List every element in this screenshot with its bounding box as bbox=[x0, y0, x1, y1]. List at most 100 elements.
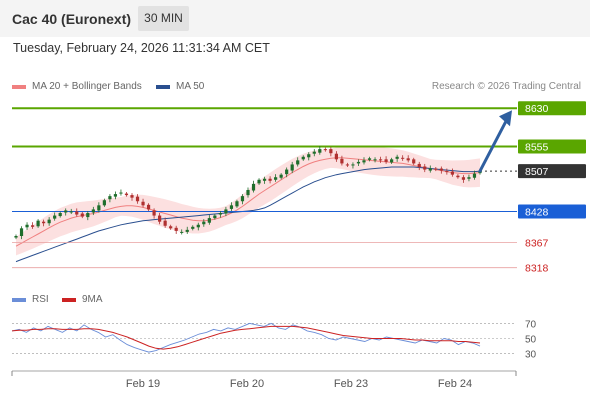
candle-body bbox=[240, 196, 245, 202]
level-box-8630 bbox=[518, 101, 586, 116]
level-box-8507 bbox=[518, 164, 586, 179]
candle-body bbox=[406, 158, 410, 161]
candle-body bbox=[135, 196, 140, 202]
candle-body bbox=[329, 149, 333, 154]
instrument-title: Cac 40 (Euronext) bbox=[12, 11, 132, 27]
candle-body bbox=[434, 168, 438, 170]
candle-body bbox=[373, 159, 377, 161]
candle-body bbox=[113, 194, 118, 197]
candle-body bbox=[290, 164, 294, 171]
candle-body bbox=[296, 160, 300, 165]
level-label-8428: 8428 bbox=[525, 206, 549, 218]
candle-body bbox=[58, 213, 62, 217]
candle-body bbox=[312, 151, 316, 154]
x-tick-label: Feb 23 bbox=[334, 378, 368, 390]
level-label-8507: 8507 bbox=[525, 166, 549, 178]
candle-body bbox=[180, 231, 184, 233]
candle-body bbox=[251, 183, 256, 191]
candle-body bbox=[401, 157, 405, 159]
rsi-swatch bbox=[12, 297, 26, 302]
rsi-legend-label: RSI bbox=[32, 294, 49, 305]
candle-body bbox=[334, 153, 338, 160]
candle-body bbox=[141, 201, 145, 206]
timeframe-button[interactable]: 30 MIN bbox=[138, 6, 189, 31]
rsi-tick-50: 50 bbox=[525, 335, 537, 346]
rsi-panel: 70 50 30 bbox=[11, 319, 537, 361]
candle-body bbox=[25, 224, 29, 228]
candle-body bbox=[467, 177, 471, 179]
candle-body bbox=[185, 229, 189, 232]
rsi-tick-70: 70 bbox=[525, 319, 537, 330]
candle-body bbox=[202, 221, 206, 225]
candle-body bbox=[428, 168, 432, 171]
candle-body bbox=[196, 224, 200, 228]
candle-body bbox=[351, 164, 355, 166]
candle-body bbox=[285, 169, 289, 175]
candle-body bbox=[417, 163, 421, 167]
candle-body bbox=[75, 211, 79, 215]
candle-body bbox=[158, 215, 162, 222]
candle-body bbox=[268, 178, 272, 181]
forecast-arrow-shaft bbox=[478, 117, 509, 173]
candle-body bbox=[472, 173, 477, 178]
chart-datetime: Tuesday, February 24, 2026 11:31:34 AM C… bbox=[13, 41, 270, 55]
candle-body bbox=[340, 158, 344, 164]
candle-body bbox=[318, 149, 322, 153]
candle-body bbox=[30, 225, 35, 227]
candle-body bbox=[207, 218, 211, 223]
ma50-legend-label: MA 50 bbox=[176, 81, 205, 92]
forecast-arrow-layer bbox=[478, 110, 512, 173]
candle-body bbox=[124, 193, 129, 196]
candle-body bbox=[146, 204, 151, 210]
level-label-8367: 8367 bbox=[525, 238, 549, 250]
candle-body bbox=[356, 161, 361, 164]
rsi-legend: RSI bbox=[12, 294, 49, 305]
candle-body bbox=[36, 220, 40, 227]
candle-body bbox=[42, 221, 46, 224]
candle-body bbox=[69, 211, 73, 213]
candle-body bbox=[450, 171, 454, 175]
candle-body bbox=[456, 175, 460, 178]
candle-body bbox=[14, 236, 18, 238]
chart-header: Cac 40 (Euronext) 30 MIN bbox=[0, 0, 590, 37]
time-axis: Feb 19 Feb 20 Feb 23 Feb 24 bbox=[11, 370, 517, 390]
rsi-line bbox=[11, 322, 481, 353]
candle-body bbox=[257, 179, 261, 184]
ma50-swatch bbox=[156, 84, 170, 89]
candle-body bbox=[174, 227, 178, 231]
candle-body bbox=[229, 205, 234, 209]
candle-body bbox=[345, 164, 350, 166]
candle-body bbox=[384, 159, 388, 162]
candle-body bbox=[218, 213, 222, 215]
candle-body bbox=[235, 201, 239, 207]
ma20-legend-label: MA 20 + Bollinger Bands bbox=[32, 81, 142, 92]
forecast-arrow-head bbox=[499, 110, 512, 127]
candle-body bbox=[378, 159, 383, 161]
copyright-text: Research © 2026 Trading Central bbox=[431, 81, 581, 92]
level-box-8555 bbox=[518, 139, 586, 154]
candle-body bbox=[301, 156, 305, 160]
candle-body bbox=[64, 210, 68, 213]
bollinger-band-layer bbox=[16, 146, 480, 256]
candle-body bbox=[119, 192, 123, 194]
candle-body bbox=[461, 177, 466, 180]
candle-body bbox=[108, 196, 112, 200]
candle-body bbox=[445, 171, 449, 173]
candle-body bbox=[152, 210, 156, 216]
level-box-8428 bbox=[518, 204, 586, 219]
candle-body bbox=[412, 159, 416, 164]
price-levels-layer: 8630 8555 8507 8428 8367 8318 bbox=[12, 101, 586, 275]
rsi-ma-swatch bbox=[62, 297, 76, 302]
candle-body bbox=[163, 220, 167, 226]
candle-body bbox=[323, 149, 327, 151]
candle-body bbox=[246, 190, 250, 196]
candle-body bbox=[367, 158, 372, 160]
candle-body bbox=[97, 205, 101, 211]
candle-body bbox=[423, 166, 427, 170]
candle-body bbox=[91, 209, 95, 213]
candle-body bbox=[213, 215, 217, 219]
candle-body bbox=[307, 154, 311, 158]
ma20-legend: MA 20 + Bollinger Bands bbox=[12, 81, 142, 92]
candle-body bbox=[19, 228, 24, 236]
